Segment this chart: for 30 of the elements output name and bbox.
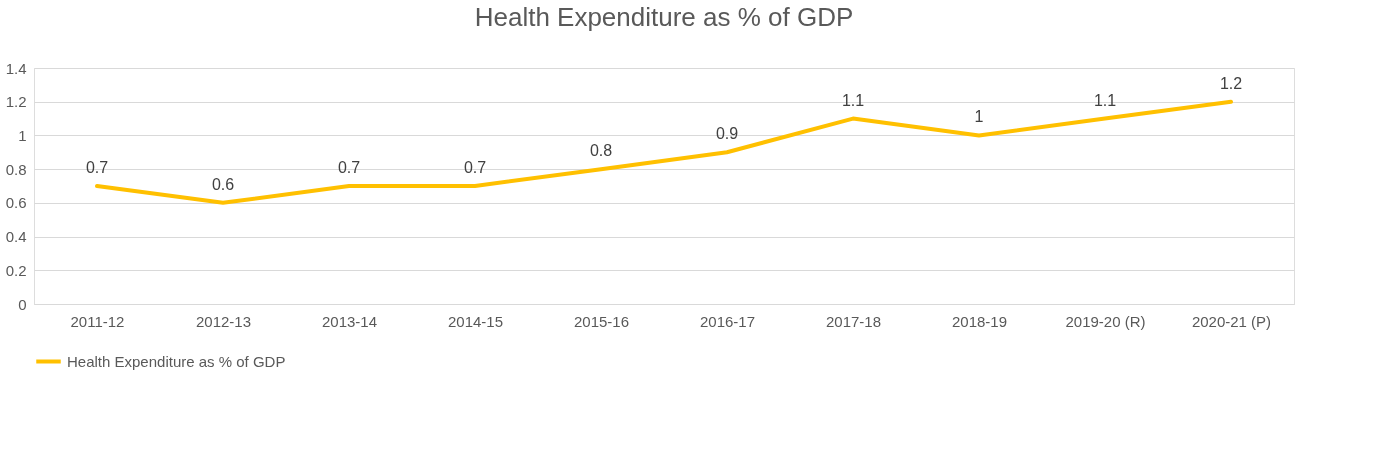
y-tick-label: 0.8 — [5, 160, 27, 178]
y-tick-label: 1.4 — [5, 59, 27, 77]
x-tick-label: 2017-18 — [825, 312, 882, 330]
data-label: 0.7 — [463, 159, 487, 176]
data-label: 1.2 — [1219, 74, 1243, 92]
data-label: 0.8 — [589, 142, 613, 160]
data-label: 1 — [974, 108, 984, 126]
x-tick-label: 2019-20 (R) — [1065, 312, 1146, 330]
x-tick-label: 2012-13 — [195, 312, 252, 330]
data-label: 0.9 — [715, 125, 739, 143]
x-tick-label: 2020-21 (P) — [1191, 312, 1272, 330]
data-label: 1.1 — [1093, 91, 1117, 109]
y-tick-label: 0 — [18, 295, 27, 313]
y-tick-label: 0.4 — [5, 228, 27, 246]
x-tick-label: 2014-15 — [447, 312, 504, 330]
x-tick-label: 2013-14 — [321, 312, 378, 330]
x-tick-label: 2011-12 — [70, 312, 125, 330]
legend-label: Health Expenditure as % of GDP — [67, 352, 286, 370]
x-tick-label: 2018-19 — [951, 312, 1008, 330]
y-tick-label: 1.2 — [5, 93, 27, 111]
y-tick-label: 1 — [18, 126, 27, 144]
x-tick-label: 2015-16 — [573, 312, 630, 330]
x-tick-label: 2016-17 — [699, 312, 756, 330]
data-label: 0.6 — [211, 175, 235, 193]
data-label: 0.7 — [337, 159, 361, 176]
data-label: 0.7 — [85, 159, 109, 176]
y-tick-label: 0.2 — [5, 261, 27, 279]
chart-title: Health Expenditure as % of GDP — [474, 2, 854, 32]
data-label: 1.1 — [841, 91, 865, 109]
y-tick-label: 0.6 — [5, 194, 27, 212]
